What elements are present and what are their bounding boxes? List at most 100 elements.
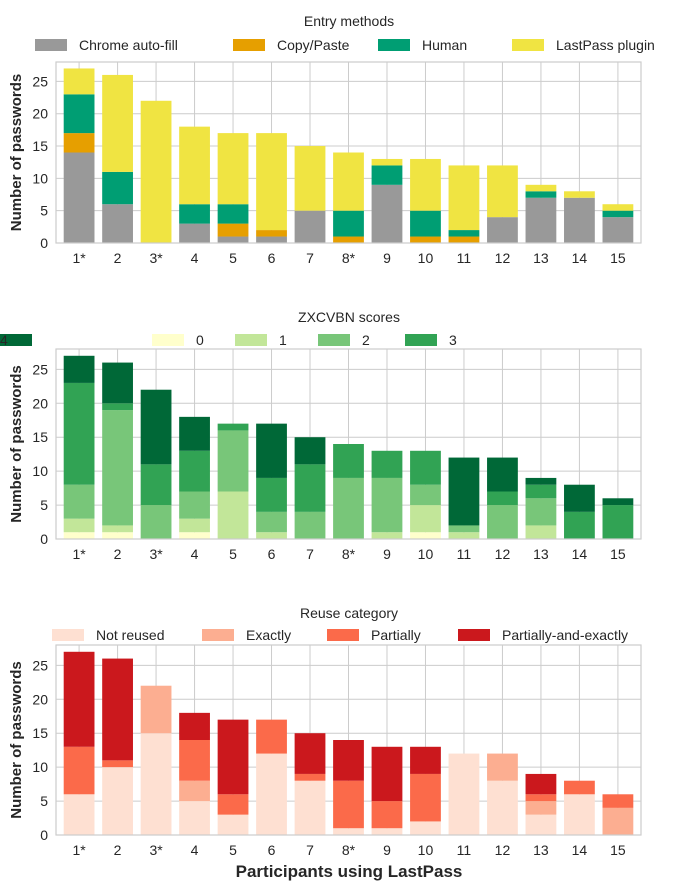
bar-3-4 <box>179 450 210 492</box>
legend: Not reused Exactly Partially Partially-and-… <box>52 627 628 643</box>
bar-not-reused-13 <box>525 814 557 835</box>
bar-lastpass-plugin-3 <box>140 100 172 244</box>
bar-3-12 <box>487 491 518 506</box>
bar-lastpass-plugin-7 <box>294 146 326 211</box>
bar-1-2 <box>102 525 133 533</box>
bar-lastpass-plugin-14 <box>564 191 595 198</box>
y-tick-label: 5 <box>40 203 48 219</box>
bar-exactly-4 <box>179 780 210 802</box>
x-tick-label-1: 1* <box>72 546 86 562</box>
bar-partially-13 <box>525 794 557 802</box>
bar-not-reused-6 <box>256 753 287 835</box>
bar-not-reused-14 <box>564 794 595 835</box>
bar-2-8 <box>333 477 364 539</box>
bar-1-6 <box>256 532 287 539</box>
x-tick-label-9: 9 <box>383 250 391 266</box>
legend-label-human: Human <box>422 37 467 53</box>
bar-exactly-3 <box>140 685 172 734</box>
plot-frame <box>55 61 642 244</box>
bar-2-4 <box>179 491 210 519</box>
bars <box>63 68 634 244</box>
y-tick-label: 25 <box>32 73 48 89</box>
bar-3-6 <box>256 477 287 512</box>
x-tick-label-10: 10 <box>418 842 434 858</box>
bar-partially-and-exactly-2 <box>102 658 133 761</box>
x-tick-label-11: 11 <box>457 250 472 266</box>
bar-partially-8 <box>333 780 364 829</box>
bar-not-reused-1 <box>63 794 95 835</box>
y-axis-label: Number of passwords <box>8 74 25 232</box>
bar-2-5 <box>217 430 249 492</box>
bar-3-8 <box>333 444 364 478</box>
y-tick-label: 10 <box>32 759 48 775</box>
bar-4-15 <box>602 498 634 506</box>
legend-label-copy-paste: Copy/Paste <box>277 37 350 53</box>
bar-partially-10 <box>410 773 441 822</box>
y-tick-label: 0 <box>40 235 48 251</box>
bar-copy-paste-8 <box>333 236 364 243</box>
bar-human-2 <box>102 171 133 205</box>
bar-partially-1 <box>63 746 95 795</box>
y-tick-label: 5 <box>40 497 48 513</box>
x-tick-label-13: 13 <box>533 250 549 266</box>
legend-swatch-1 <box>235 334 267 346</box>
x-tick-label-6: 6 <box>268 546 276 562</box>
bar-not-reused-7 <box>294 780 326 835</box>
bar-3-7 <box>294 464 326 512</box>
bars <box>63 355 634 539</box>
legend-label-0: 0 <box>196 332 204 348</box>
legend-label-exactly: Exactly <box>246 627 291 643</box>
legend-swatch-lastpass-plugin <box>512 39 544 51</box>
bar-chrome-auto-fill-1 <box>63 152 95 243</box>
x-tick-label-4: 4 <box>191 842 199 858</box>
legend-swatch-copy-paste <box>233 39 265 51</box>
bar-not-reused-11 <box>448 753 480 835</box>
bar-copy-paste-11 <box>448 236 480 243</box>
x-tick-label-9: 9 <box>383 842 391 858</box>
legend-title: Entry methods <box>304 13 394 29</box>
x-tick-label-15: 15 <box>610 546 626 562</box>
figure-x-axis-label: Participants using LastPass <box>236 862 463 881</box>
bar-chrome-auto-fill-9 <box>371 184 403 243</box>
bar-2-7 <box>294 511 326 539</box>
legend-label-4: 4 <box>0 332 8 348</box>
legend-swatch-exactly <box>202 629 234 641</box>
y-tick-label: 0 <box>40 827 48 843</box>
x-tick-label-5: 5 <box>229 842 237 858</box>
plot-frame <box>55 348 642 540</box>
bar-1-10 <box>410 505 441 533</box>
y-tick-label: 20 <box>32 106 48 122</box>
bar-chrome-auto-fill-6 <box>256 236 287 243</box>
y-tick-labels: 0 5 10 15 20 25 <box>32 361 48 547</box>
bar-human-9 <box>371 165 403 185</box>
bar-2-9 <box>371 477 403 533</box>
bar-2-6 <box>256 511 287 533</box>
x-tick-label-12: 12 <box>495 546 511 562</box>
bar-partially-7 <box>294 773 326 781</box>
x-tick-label-8: 8* <box>342 250 356 266</box>
bar-chrome-auto-fill-5 <box>217 236 249 243</box>
bar-partially-and-exactly-7 <box>294 733 326 774</box>
legend-swatch-partially-and-exactly <box>458 629 490 641</box>
x-tick-label-3: 3* <box>149 250 163 266</box>
x-tick-label-2: 2 <box>114 250 122 266</box>
legend-swatch-not-reused <box>52 629 84 641</box>
legend-swatch-partially <box>327 629 359 641</box>
x-tick-label-14: 14 <box>572 842 588 858</box>
bar-not-reused-8 <box>333 828 364 835</box>
x-tick-label-11: 11 <box>457 546 472 562</box>
y-tick-label: 20 <box>32 395 48 411</box>
bar-0-1 <box>63 532 95 539</box>
bar-lastpass-plugin-15 <box>602 204 634 211</box>
bar-exactly-13 <box>525 801 557 815</box>
bar-not-reused-4 <box>179 801 210 835</box>
x-tick-label-14: 14 <box>572 250 588 266</box>
bar-human-4 <box>179 204 210 224</box>
bar-lastpass-plugin-12 <box>487 165 518 218</box>
x-tick-label-13: 13 <box>533 842 549 858</box>
x-tick-label-5: 5 <box>229 546 237 562</box>
bar-lastpass-plugin-5 <box>217 133 249 205</box>
y-tick-label: 20 <box>32 691 48 707</box>
